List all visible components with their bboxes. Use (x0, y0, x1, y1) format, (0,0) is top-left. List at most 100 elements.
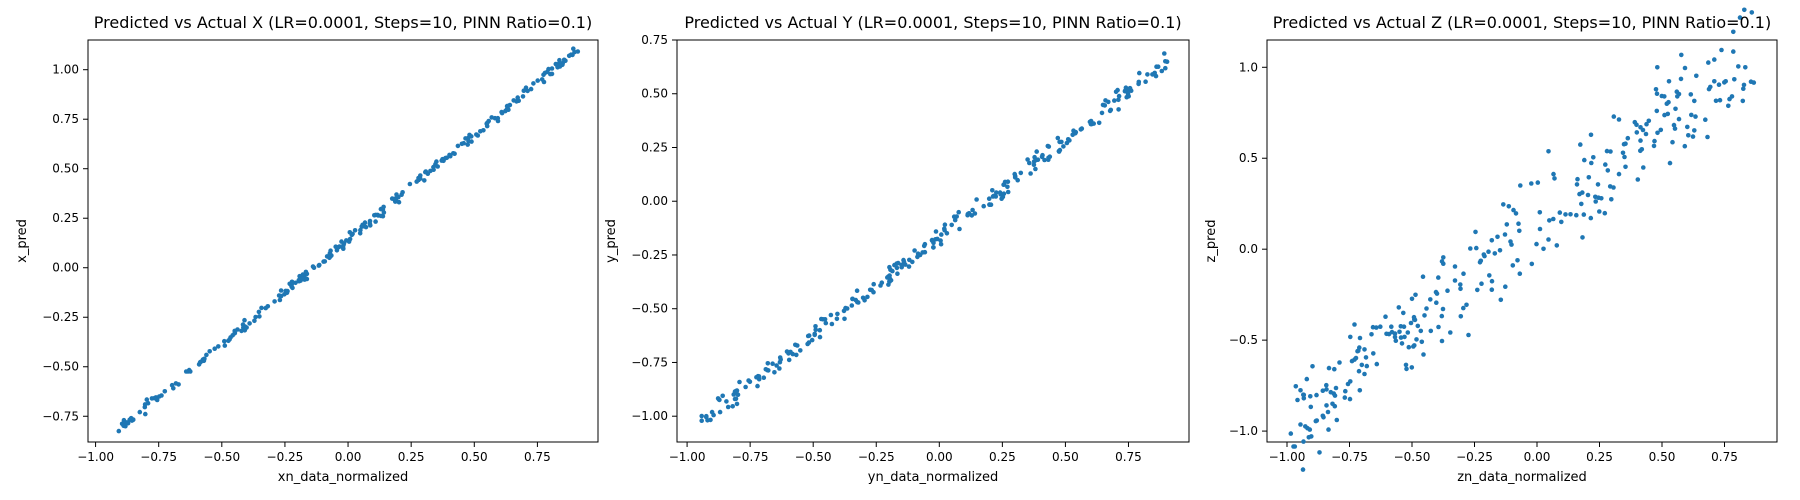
data-point (1137, 70, 1142, 76)
data-point (1535, 180, 1541, 185)
data-point (1045, 143, 1051, 149)
data-point (755, 383, 760, 389)
data-point (528, 86, 534, 92)
data-point (1028, 171, 1033, 176)
y-tick-label: 1.00 (52, 63, 79, 77)
data-point (304, 276, 310, 282)
x-tick-label: −0.50 (1394, 450, 1431, 464)
data-point (895, 271, 900, 276)
data-point (813, 324, 818, 329)
data-point (1486, 249, 1491, 254)
data-point (1102, 103, 1108, 108)
data-point (293, 280, 298, 286)
data-point (1464, 302, 1469, 308)
subplot-x: −1.00 −0.75 −0.50 −0.25 0.00 0.25 0.50 0.75 −0.… (15, 13, 599, 485)
data-point (834, 316, 840, 322)
data-point (806, 340, 812, 345)
data-point (1320, 388, 1326, 394)
data-point (1719, 47, 1724, 53)
data-point (539, 77, 545, 82)
data-point (1682, 143, 1688, 149)
data-point (828, 312, 834, 318)
data-point (396, 194, 401, 200)
data-point (1326, 427, 1331, 432)
data-point (1314, 392, 1319, 398)
data-point (1644, 121, 1649, 127)
data-point (998, 192, 1003, 197)
x-tick-label: −0.75 (140, 450, 177, 464)
data-point (378, 206, 384, 212)
data-point (1461, 271, 1466, 276)
data-point (1439, 313, 1445, 319)
data-point (1622, 154, 1627, 160)
data-point (1383, 314, 1388, 320)
data-point (841, 308, 847, 314)
data-point (272, 299, 277, 304)
data-point (907, 257, 912, 263)
x-tick-label: −1.00 (669, 450, 706, 464)
data-point (1343, 388, 1348, 394)
data-point (1434, 291, 1440, 296)
data-point (1495, 234, 1500, 240)
data-point (777, 366, 782, 371)
data-point (1511, 207, 1516, 213)
data-point (435, 164, 441, 169)
x-tick-label: −0.25 (858, 450, 895, 464)
data-point (1743, 65, 1748, 70)
data-point (972, 211, 978, 216)
data-point (1537, 210, 1543, 215)
data-point (1116, 97, 1121, 103)
data-point (484, 123, 490, 129)
data-point (1031, 162, 1037, 167)
data-point (1478, 258, 1484, 264)
x-tick-label: 0.50 (1052, 450, 1079, 464)
data-point (1723, 79, 1728, 84)
data-point (1468, 246, 1473, 251)
data-point (143, 411, 148, 417)
data-point (1124, 94, 1129, 100)
data-point (1298, 422, 1303, 427)
x-tick-label: 0.50 (1649, 450, 1676, 464)
data-point (949, 222, 954, 228)
data-point (1421, 352, 1426, 357)
data-point (737, 379, 742, 385)
data-point (506, 107, 511, 112)
data-point (1605, 168, 1611, 173)
data-point (1689, 112, 1694, 118)
data-point (1602, 210, 1608, 216)
data-point (1055, 135, 1061, 141)
data-point (1396, 305, 1402, 310)
data-point (558, 62, 564, 67)
data-point (407, 181, 413, 187)
data-point (418, 173, 423, 178)
data-point (514, 99, 519, 104)
data-point (278, 288, 284, 293)
y-ticks-group: −0.75 −0.50 −0.25 0.00 0.25 0.50 0.75 1.00 (42, 63, 88, 423)
data-point (715, 396, 721, 401)
data-point (942, 222, 948, 227)
data-point (303, 269, 309, 275)
data-point (1686, 133, 1691, 138)
data-point (1604, 148, 1610, 154)
data-point (1392, 334, 1398, 340)
data-point (1546, 237, 1551, 242)
data-point (1737, 15, 1743, 20)
data-point (1577, 191, 1582, 197)
data-point (341, 246, 346, 251)
x-tick-label: −1.00 (1269, 450, 1306, 464)
data-point (929, 237, 935, 243)
data-point (871, 281, 876, 287)
data-point (1667, 160, 1673, 166)
data-point (363, 224, 369, 230)
data-point (1586, 175, 1592, 180)
data-point (1001, 182, 1007, 187)
data-point (176, 382, 181, 387)
data-point (813, 327, 818, 333)
data-point (1638, 148, 1643, 154)
data-point (887, 273, 892, 278)
data-point (461, 140, 467, 146)
data-point (1517, 271, 1523, 276)
points-group (1288, 7, 1757, 472)
y-axis-label: x_pred (15, 219, 30, 263)
data-point (994, 190, 999, 195)
